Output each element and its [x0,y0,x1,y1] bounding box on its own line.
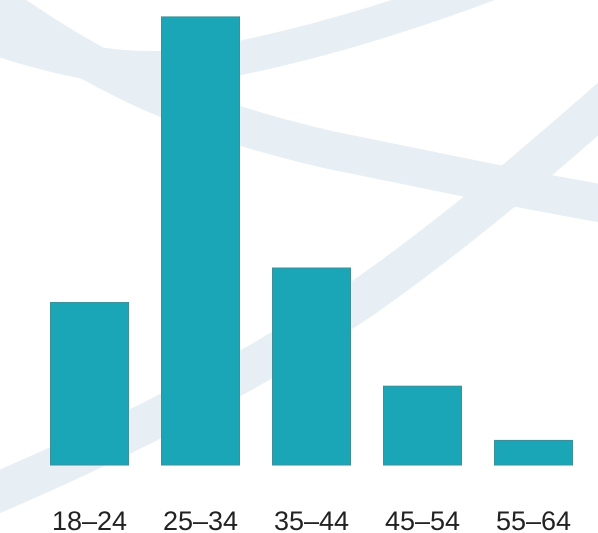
bar-2 [272,267,351,466]
x-tick-label-3: 45–54 [385,506,460,533]
bar-3 [383,385,462,466]
x-tick-label-2: 35–44 [274,506,349,533]
x-tick-label-1: 25–34 [163,506,238,533]
x-tick-label-4: 55–64 [496,506,571,533]
bars-group [50,16,573,466]
bar-0 [50,302,129,466]
bar-4 [494,439,573,466]
bar-1 [161,16,240,466]
x-tick-labels: 18–24 25–34 35–44 45–54 55–64 [52,506,571,533]
x-tick-label-0: 18–24 [52,506,127,533]
